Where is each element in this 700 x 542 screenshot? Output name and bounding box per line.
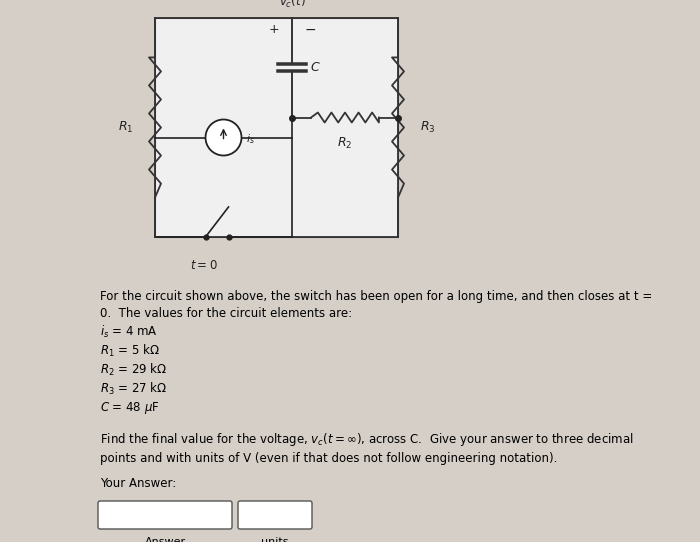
Text: $R_1$: $R_1$ [118, 120, 133, 135]
Bar [155, 18, 398, 237]
Text: −: − [304, 23, 316, 37]
Text: Your Answer:: Your Answer: [100, 477, 176, 490]
Text: $R_1$ = 5 k$\Omega$: $R_1$ = 5 k$\Omega$ [100, 343, 160, 359]
Text: $R_2$: $R_2$ [337, 136, 353, 151]
Text: $R_3$: $R_3$ [420, 120, 435, 135]
Text: $R_2$ = 29 k$\Omega$: $R_2$ = 29 k$\Omega$ [100, 362, 167, 378]
Text: Find the final value for the voltage, $v_c(t = \infty)$, across C.  Give your an: Find the final value for the voltage, $v… [100, 431, 634, 465]
Text: $i_s$ = 4 mA: $i_s$ = 4 mA [100, 324, 158, 340]
Text: $R_3$ = 27 k$\Omega$: $R_3$ = 27 k$\Omega$ [100, 381, 167, 397]
Text: $C$: $C$ [310, 61, 321, 74]
FancyBboxPatch shape [238, 501, 312, 529]
Text: $C$ = 48 $\mu$F: $C$ = 48 $\mu$F [100, 400, 160, 416]
Text: +: + [269, 23, 279, 36]
Text: $i_s$: $i_s$ [246, 133, 255, 146]
Text: $v_c(t)$: $v_c(t)$ [279, 0, 305, 10]
Text: units: units [261, 537, 288, 542]
FancyBboxPatch shape [98, 501, 232, 529]
Text: Answer: Answer [144, 537, 186, 542]
Text: For the circuit shown above, the switch has been open for a long time, and then : For the circuit shown above, the switch … [100, 290, 652, 320]
Circle shape [206, 119, 241, 156]
Text: $t=0$: $t=0$ [190, 259, 217, 272]
